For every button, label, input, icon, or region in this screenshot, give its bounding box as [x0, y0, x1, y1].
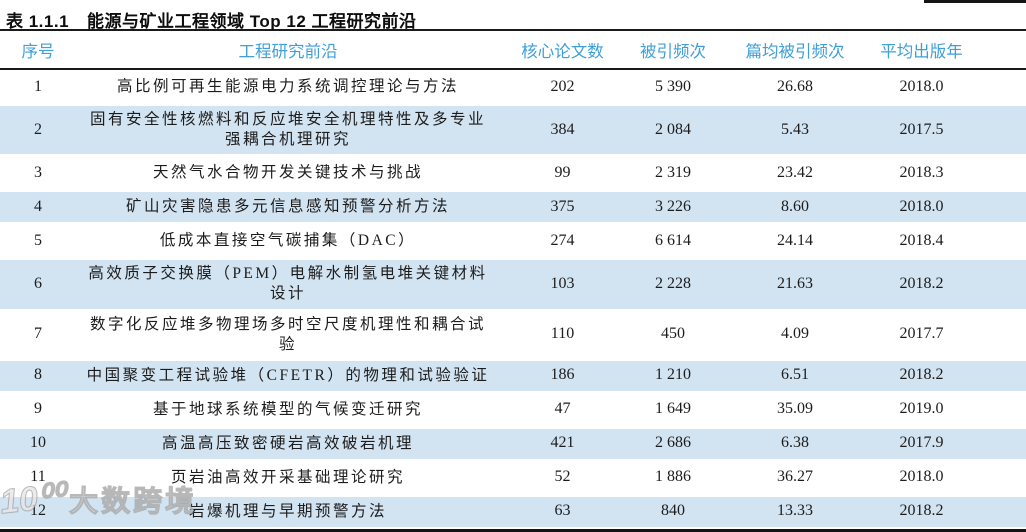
cell-citations: 1 210 — [625, 358, 735, 393]
cell-core-papers: 375 — [500, 190, 625, 225]
table-title-text: 能源与矿业工程领域 Top 12 工程研究前沿 — [87, 12, 417, 31]
cell-research-front: 天然气水合物开发关键技术与挑战 — [152, 164, 423, 182]
cell-serial-number: 2 — [0, 104, 76, 157]
cell-research-front: 高比例可再生能源电力系统调控理论与方法 — [116, 77, 459, 95]
cell-citations-per-paper: 24.14 — [777, 231, 813, 249]
table-row: 4 矿山灾害隐患多元信息感知预警分析方法 375 3 226 8.60 2018… — [0, 190, 1026, 225]
cell-citations: 450 — [661, 325, 685, 343]
cell-citations-per-paper: 21.63 — [735, 258, 865, 311]
cell-citations: 2 686 — [625, 426, 735, 461]
cell-core-papers: 384 — [500, 104, 625, 157]
table-row: 8 中国聚变工程试验堆（CFETR）的物理和试验验证 186 1 210 6.5… — [0, 358, 1026, 393]
cell-mean-pub-year: 2019.0 — [899, 400, 944, 418]
table-body: 1 高比例可再生能源电力系统调控理论与方法 202 5 390 26.68 20… — [0, 70, 1026, 529]
cell-mean-pub-year: 2018.3 — [899, 163, 944, 181]
cell-citations: 6 614 — [655, 231, 691, 249]
cell-mean-pub-year: 2018.2 — [865, 258, 1026, 311]
cell-core-papers: 186 — [500, 358, 625, 393]
cropped-rule-fragment — [924, 0, 1026, 3]
cell-research-front: 固有安全性核燃料和反应堆安全机理特性及多专业 强耦合机理研究 — [76, 104, 500, 157]
cell-citations: 2 319 — [655, 163, 691, 181]
cell-citations-per-paper: 8.60 — [735, 190, 865, 225]
table-row: 3 天然气水合物开发关键技术与挑战 99 2 319 23.42 2018.3 — [0, 156, 1026, 190]
table-row: 9 基于地球系统模型的气候变迁研究 47 1 649 35.09 2019.0 — [0, 393, 1026, 427]
table-row: 1 高比例可再生能源电力系统调控理论与方法 202 5 390 26.68 20… — [0, 70, 1026, 104]
cell-serial-number: 4 — [0, 190, 76, 225]
cell-mean-pub-year: 2018.2 — [865, 358, 1026, 393]
cell-citations-per-paper: 4.09 — [781, 325, 809, 343]
table-bottom-rule — [0, 528, 1026, 532]
cell-citations: 840 — [625, 494, 735, 529]
table-row: 5 低成本直接空气碳捕集（DAC） 274 6 614 24.14 2018.4 — [0, 224, 1026, 258]
cell-research-front: 中国聚变工程试验堆（CFETR）的物理和试验验证 — [76, 358, 500, 393]
cell-citations-per-paper: 13.33 — [735, 494, 865, 529]
header-serial-number: 序号 — [0, 31, 76, 70]
cell-research-front: 低成本直接空气碳捕集（DAC） — [159, 232, 417, 250]
cell-core-papers: 421 — [500, 426, 625, 461]
table-row: 2 固有安全性核燃料和反应堆安全机理特性及多专业 强耦合机理研究 384 2 0… — [0, 104, 1026, 157]
research-fronts-table: 序号 工程研究前沿 核心论文数 被引频次 篇均被引频次 平均出版年 1 高比例可… — [0, 31, 1026, 529]
cell-mean-pub-year: 2018.0 — [865, 190, 1026, 225]
header-core-papers: 核心论文数 — [500, 31, 625, 70]
cell-citations-per-paper: 35.09 — [777, 400, 813, 418]
cell-serial-number: 8 — [0, 358, 76, 393]
cell-research-front: 页岩油高效开采基础理论研究 — [170, 468, 405, 486]
cell-serial-number: 9 — [34, 400, 42, 418]
header-mean-pub-year: 平均出版年 — [865, 31, 1026, 70]
cell-citations-per-paper: 23.42 — [777, 163, 813, 181]
cell-research-front: 岩爆机理与早期预警方法 — [76, 494, 500, 529]
header-citations: 被引频次 — [625, 31, 735, 70]
cell-serial-number: 7 — [34, 325, 42, 343]
cell-citations: 3 226 — [625, 190, 735, 225]
cell-mean-pub-year: 2017.7 — [899, 325, 944, 343]
cell-core-papers: 103 — [500, 258, 625, 311]
cell-citations: 2 228 — [625, 258, 735, 311]
header-research-front: 工程研究前沿 — [76, 31, 500, 70]
cell-citations-per-paper: 26.68 — [777, 77, 813, 95]
cell-mean-pub-year: 2018.0 — [899, 77, 944, 95]
cell-citations: 2 084 — [625, 104, 735, 157]
table-row: 12 岩爆机理与早期预警方法 63 840 13.33 2018.2 — [0, 494, 1026, 529]
cell-mean-pub-year: 2017.9 — [865, 426, 1026, 461]
cell-citations-per-paper: 5.43 — [735, 104, 865, 157]
cell-mean-pub-year: 2018.0 — [899, 468, 944, 486]
cell-citations: 1 886 — [655, 468, 691, 486]
cell-mean-pub-year: 2018.4 — [899, 231, 944, 249]
cell-serial-number: 10 — [0, 426, 76, 461]
cell-core-papers: 202 — [550, 77, 575, 95]
cell-core-papers: 110 — [550, 325, 575, 343]
table-row: 6 高效质子交换膜（PEM）电解水制氢电堆关键材料设计 103 2 228 21… — [0, 258, 1026, 311]
cell-research-front: 矿山灾害隐患多元信息感知预警分析方法 — [76, 190, 500, 225]
cell-citations-per-paper: 6.51 — [735, 358, 865, 393]
header-citations-per-paper: 篇均被引频次 — [735, 31, 865, 70]
cell-citations: 1 649 — [655, 400, 691, 418]
cell-core-papers: 99 — [554, 163, 571, 181]
cell-citations-per-paper: 6.38 — [735, 426, 865, 461]
cell-mean-pub-year: 2017.5 — [865, 104, 1026, 157]
cell-research-front: 基于地球系统模型的气候变迁研究 — [152, 400, 423, 418]
cell-serial-number: 3 — [34, 163, 42, 181]
cell-citations: 5 390 — [655, 77, 691, 95]
cell-citations-per-paper: 36.27 — [777, 468, 813, 486]
table-header: 序号 工程研究前沿 核心论文数 被引频次 篇均被引频次 平均出版年 — [0, 31, 1026, 70]
cell-serial-number: 6 — [0, 258, 76, 311]
cell-serial-number: 1 — [34, 77, 42, 95]
cell-research-front: 高温高压致密硬岩高效破岩机理 — [76, 426, 500, 461]
cell-research-front: 数字化反应堆多物理场多时空尺度机理性和耦合试验 — [89, 315, 486, 353]
table-caption: 表 1.1.1 能源与矿业工程领域 Top 12 工程研究前沿 — [0, 0, 1026, 31]
cell-core-papers: 63 — [500, 494, 625, 529]
cell-serial-number: 5 — [34, 231, 42, 249]
cell-mean-pub-year: 2018.2 — [865, 494, 1026, 529]
cell-core-papers: 274 — [550, 231, 575, 249]
cell-research-front: 高效质子交换膜（PEM）电解水制氢电堆关键材料设计 — [76, 258, 500, 311]
table-number: 表 1.1.1 — [6, 12, 70, 31]
cell-serial-number: 12 — [0, 494, 76, 529]
cell-core-papers: 47 — [554, 400, 571, 418]
table-row: 10 高温高压致密硬岩高效破岩机理 421 2 686 6.38 2017.9 — [0, 426, 1026, 461]
table-row: 11 页岩油高效开采基础理论研究 52 1 886 36.27 2018.0 — [0, 461, 1026, 495]
cell-core-papers: 52 — [554, 468, 571, 486]
cell-serial-number: 11 — [30, 468, 46, 486]
table-row: 7 数字化反应堆多物理场多时空尺度机理性和耦合试验 110 450 4.09 2… — [0, 311, 1026, 359]
